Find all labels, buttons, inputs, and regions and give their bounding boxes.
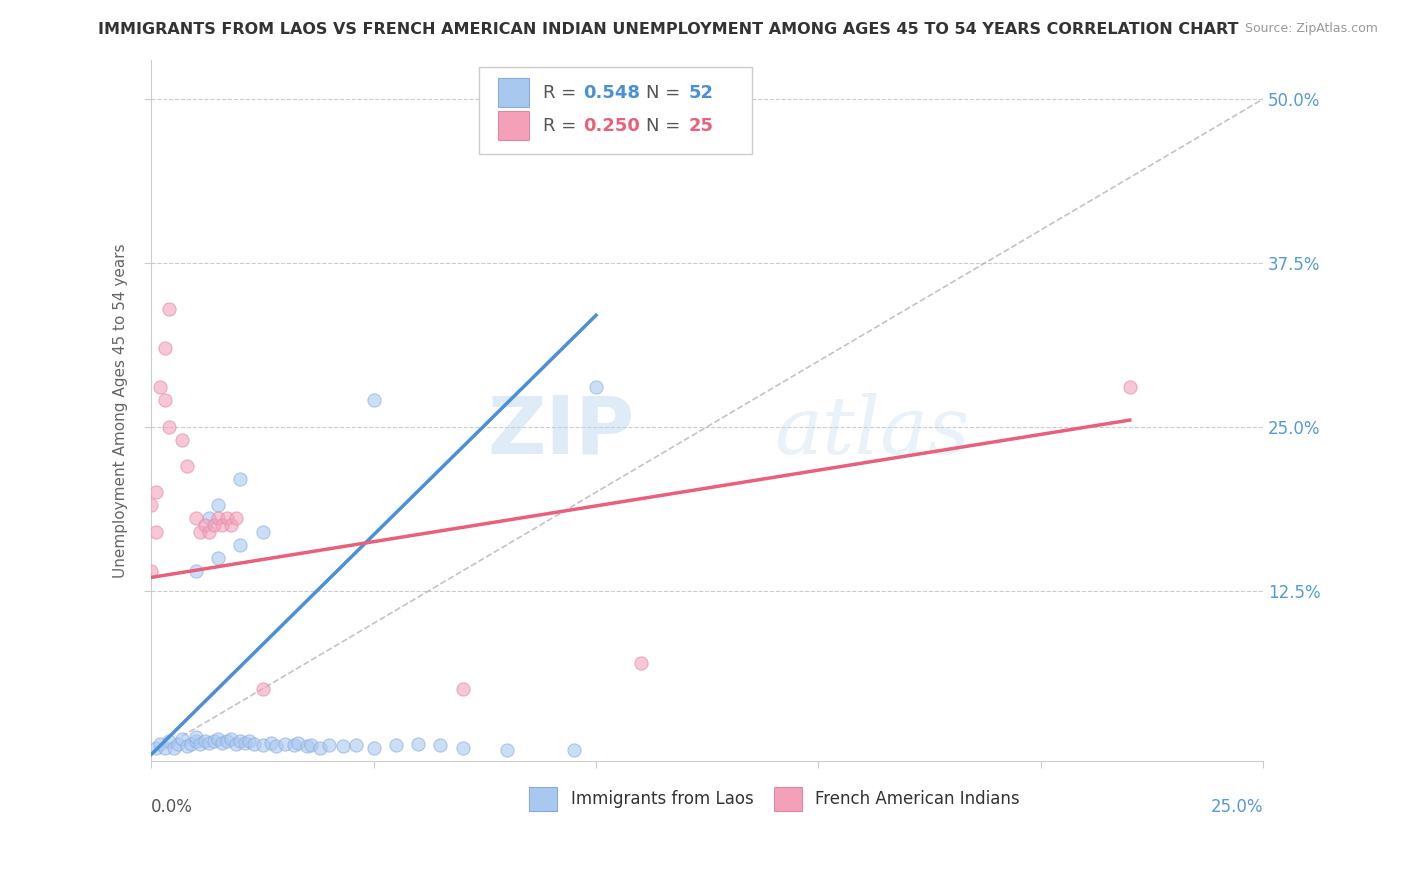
- Point: [162, 740, 184, 755]
- Point: [252, 681, 274, 696]
- Point: [221, 518, 243, 533]
- Text: N =: N =: [647, 84, 686, 102]
- Point: [229, 734, 252, 748]
- Point: [233, 735, 256, 749]
- Point: [221, 731, 243, 746]
- Point: [176, 739, 198, 754]
- Point: [157, 734, 180, 748]
- Point: [429, 738, 451, 752]
- Point: [451, 681, 474, 696]
- Point: [252, 738, 274, 752]
- Point: [496, 743, 519, 757]
- Point: [211, 735, 233, 749]
- Point: [188, 524, 211, 539]
- Point: [184, 734, 207, 748]
- Point: [207, 550, 229, 565]
- Point: [1119, 380, 1142, 394]
- Point: [451, 740, 474, 755]
- Point: [229, 538, 252, 552]
- Text: 25.0%: 25.0%: [1211, 797, 1263, 815]
- Point: [157, 419, 180, 434]
- Point: [153, 341, 176, 355]
- Point: [167, 737, 190, 751]
- Point: [406, 737, 429, 751]
- Point: [202, 734, 225, 748]
- Point: [215, 511, 238, 525]
- FancyBboxPatch shape: [498, 111, 530, 140]
- Point: [585, 380, 607, 394]
- Point: [225, 511, 247, 525]
- Text: Source: ZipAtlas.com: Source: ZipAtlas.com: [1244, 22, 1378, 36]
- Point: [184, 731, 207, 745]
- Text: N =: N =: [647, 117, 686, 135]
- Point: [309, 740, 332, 755]
- Point: [172, 433, 194, 447]
- Point: [149, 380, 172, 394]
- Text: 25: 25: [689, 117, 713, 135]
- Text: R =: R =: [543, 84, 582, 102]
- Point: [211, 518, 233, 533]
- Point: [194, 734, 217, 748]
- Text: 0.548: 0.548: [582, 84, 640, 102]
- Point: [141, 564, 163, 578]
- FancyBboxPatch shape: [773, 787, 801, 812]
- Point: [295, 739, 318, 754]
- Point: [385, 738, 408, 752]
- Point: [180, 737, 202, 751]
- Point: [332, 739, 354, 754]
- Point: [287, 735, 309, 749]
- Point: [145, 485, 167, 500]
- Point: [264, 739, 287, 754]
- Text: ZIP: ZIP: [488, 392, 636, 470]
- Point: [562, 743, 585, 757]
- Point: [242, 737, 264, 751]
- Point: [202, 518, 225, 533]
- Point: [198, 511, 221, 525]
- FancyBboxPatch shape: [498, 78, 530, 107]
- Text: Immigrants from Laos: Immigrants from Laos: [571, 790, 754, 808]
- Text: French American Indians: French American Indians: [815, 790, 1019, 808]
- Point: [318, 738, 340, 752]
- Point: [229, 472, 252, 486]
- Point: [207, 498, 229, 512]
- Text: 0.250: 0.250: [582, 117, 640, 135]
- Point: [238, 734, 260, 748]
- Point: [198, 524, 221, 539]
- Point: [157, 301, 180, 316]
- Point: [301, 738, 323, 752]
- Point: [145, 740, 167, 755]
- Text: 52: 52: [689, 84, 713, 102]
- Point: [153, 740, 176, 755]
- Point: [363, 393, 385, 408]
- Point: [153, 393, 176, 408]
- Point: [274, 737, 297, 751]
- Point: [363, 740, 385, 755]
- Point: [252, 524, 274, 539]
- Point: [184, 564, 207, 578]
- Point: [141, 498, 163, 512]
- Point: [198, 735, 221, 749]
- Point: [172, 731, 194, 746]
- Point: [630, 656, 652, 670]
- FancyBboxPatch shape: [479, 67, 752, 154]
- Point: [260, 735, 283, 749]
- Point: [215, 734, 238, 748]
- Text: IMMIGRANTS FROM LAOS VS FRENCH AMERICAN INDIAN UNEMPLOYMENT AMONG AGES 45 TO 54 : IMMIGRANTS FROM LAOS VS FRENCH AMERICAN …: [98, 22, 1239, 37]
- Point: [225, 737, 247, 751]
- Point: [184, 511, 207, 525]
- Point: [344, 738, 367, 752]
- Y-axis label: Unemployment Among Ages 45 to 54 years: Unemployment Among Ages 45 to 54 years: [114, 243, 128, 578]
- Point: [207, 731, 229, 746]
- Point: [176, 458, 198, 473]
- Point: [194, 518, 217, 533]
- Point: [188, 737, 211, 751]
- FancyBboxPatch shape: [530, 787, 557, 812]
- Point: [207, 511, 229, 525]
- Text: atlas: atlas: [773, 392, 969, 470]
- Point: [283, 738, 305, 752]
- Point: [149, 737, 172, 751]
- Text: R =: R =: [543, 117, 582, 135]
- Text: 0.0%: 0.0%: [152, 797, 193, 815]
- Point: [145, 524, 167, 539]
